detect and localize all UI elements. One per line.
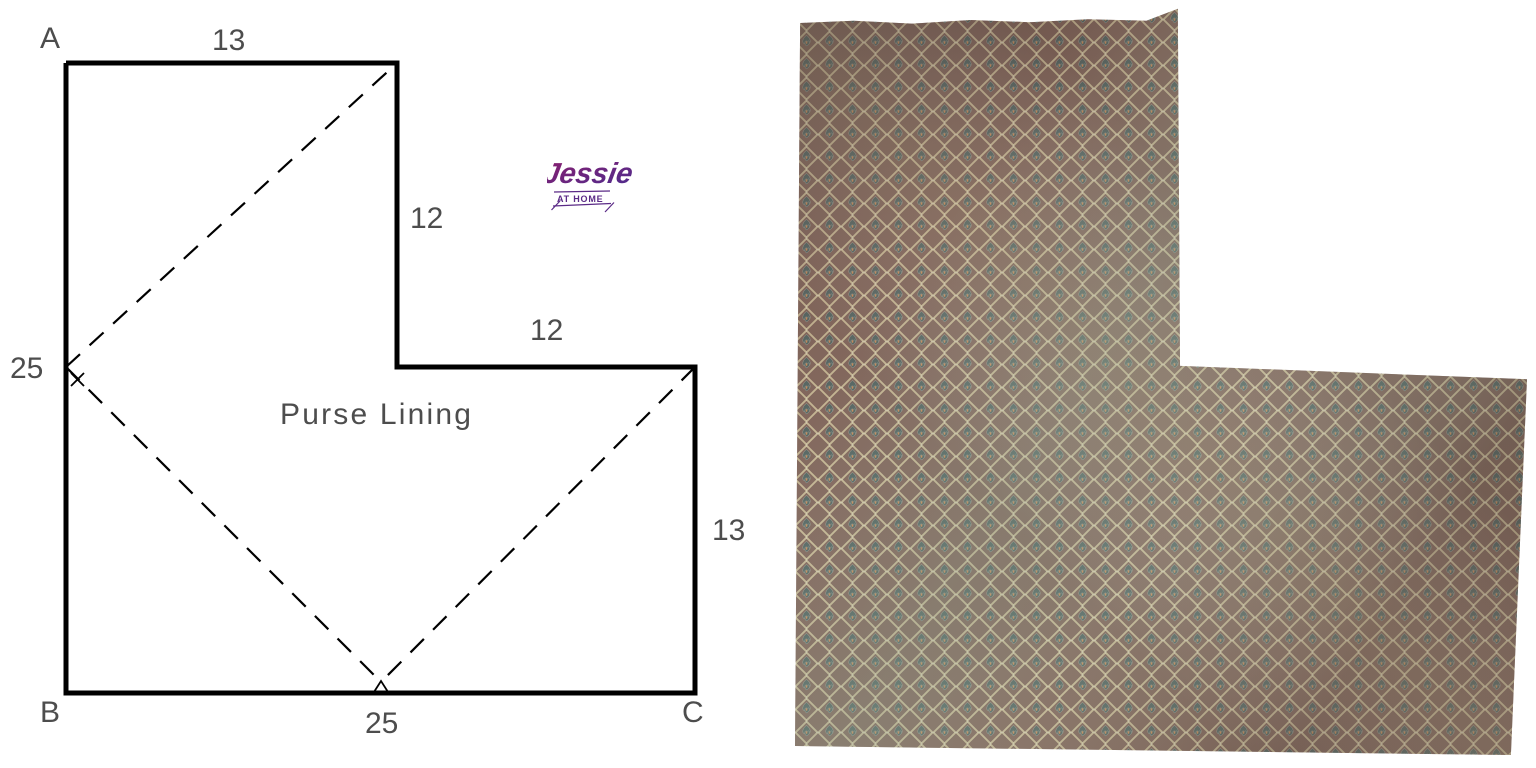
svg-text:25: 25 [10,352,43,385]
svg-text:13: 13 [712,514,745,547]
svg-text:12: 12 [530,314,563,347]
svg-text:12: 12 [410,202,443,235]
svg-text:Jessie: Jessie [547,158,635,190]
svg-text:AT HOME: AT HOME [557,194,603,204]
svg-text:B: B [40,696,60,729]
svg-text:13: 13 [212,24,245,57]
svg-text:A: A [40,22,60,55]
svg-text:Purse Lining: Purse Lining [280,398,473,431]
svg-text:C: C [682,696,704,729]
svg-text:25: 25 [365,707,398,740]
